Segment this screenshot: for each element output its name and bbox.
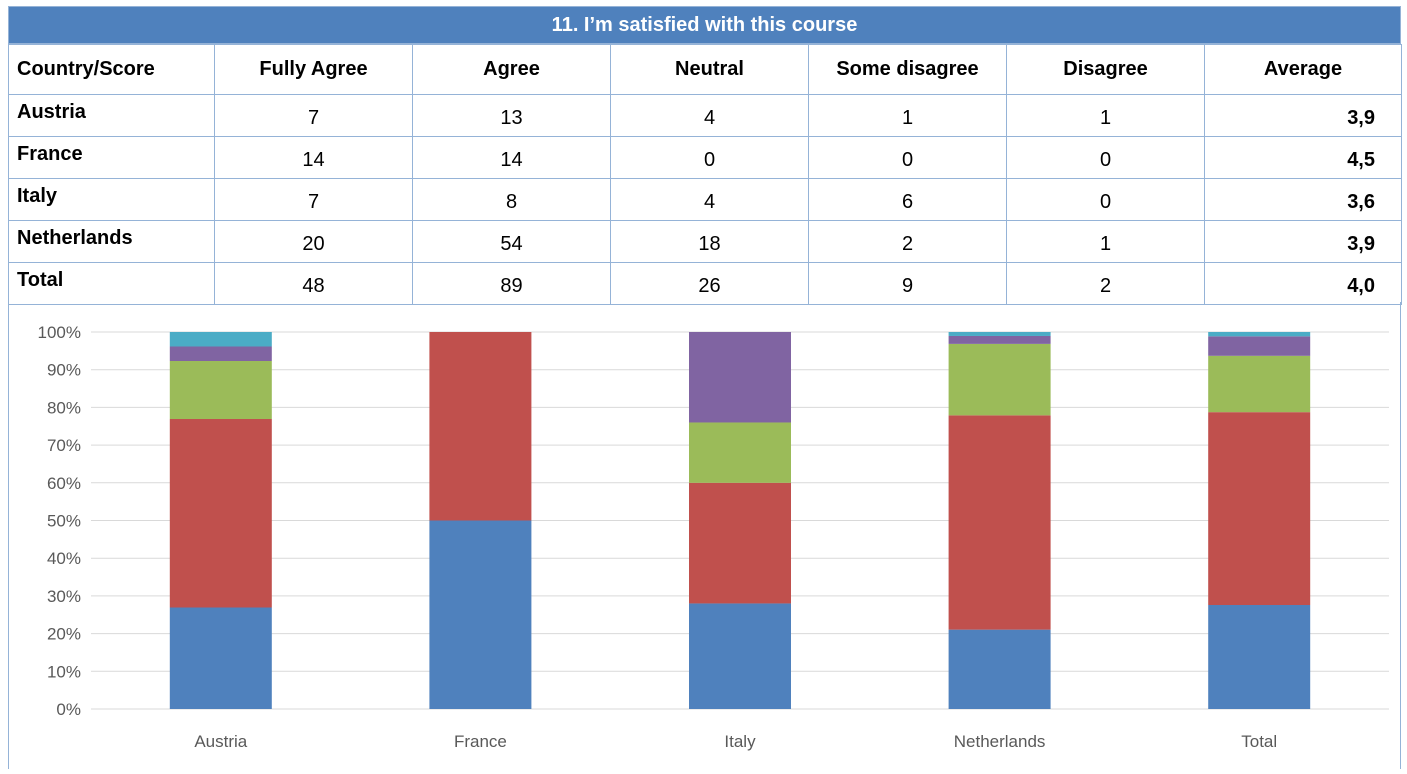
column-header: Disagree — [1006, 44, 1205, 95]
table-cell: 48 — [214, 262, 413, 305]
table-row: Italy 7 8 4 6 0 3,6 — [8, 178, 1402, 221]
bar-segment — [948, 629, 1051, 709]
x-category-label: Austria — [194, 732, 247, 751]
row-country-label: Netherlands — [8, 220, 215, 263]
y-tick-label: 30% — [47, 587, 81, 606]
bar-segment — [1208, 332, 1311, 337]
average-cell: 4,5 — [1204, 136, 1402, 179]
y-tick-label: 60% — [47, 474, 81, 493]
table-cell: 26 — [610, 262, 809, 305]
bar-segment — [1208, 355, 1311, 413]
table-cell: 18 — [610, 220, 809, 263]
table-cell: 1 — [1006, 220, 1205, 263]
average-cell: 4,0 — [1204, 262, 1402, 305]
question-title: 11. I’m satisfied with this course — [8, 6, 1401, 44]
table-cell: 2 — [1006, 262, 1205, 305]
bar-segment — [429, 332, 532, 521]
y-tick-label: 80% — [47, 398, 81, 417]
bar-segment — [429, 520, 532, 709]
table-cell: 9 — [808, 262, 1007, 305]
average-cell: 3,9 — [1204, 220, 1402, 263]
table-cell: 14 — [214, 136, 413, 179]
table-cell: 8 — [412, 178, 611, 221]
x-category-label: Italy — [724, 732, 756, 751]
y-tick-label: 50% — [47, 512, 81, 531]
table-row: Netherlands 20 54 18 2 1 3,9 — [8, 220, 1402, 263]
results-table: Country/Score Fully Agree Agree Neutral … — [8, 44, 1402, 305]
bar-segment — [169, 332, 272, 347]
row-country-label: France — [8, 136, 215, 179]
table-row: France 14 14 0 0 0 4,5 — [8, 136, 1402, 179]
y-tick-label: 70% — [47, 436, 81, 455]
table-cell: 7 — [214, 94, 413, 137]
table-cell: 0 — [1006, 136, 1205, 179]
bar-segment — [169, 361, 272, 419]
bar-segment — [948, 415, 1051, 630]
x-category-label: Total — [1241, 732, 1277, 751]
table-row: Total 48 89 26 9 2 4,0 — [8, 262, 1402, 305]
table-body: Austria 7 13 4 1 1 3,9 France 14 14 0 0 0 4,5 Italy 7 8 4… — [8, 94, 1402, 305]
average-cell: 3,9 — [1204, 94, 1402, 137]
bar-segment — [689, 603, 791, 709]
column-header: Average — [1204, 44, 1402, 95]
bar-segment — [689, 332, 791, 423]
column-header: Agree — [412, 44, 611, 95]
y-tick-label: 90% — [47, 361, 81, 380]
bar-segment — [948, 332, 1051, 336]
table-cell: 0 — [808, 136, 1007, 179]
average-cell: 3,6 — [1204, 178, 1402, 221]
table-row: Austria 7 13 4 1 1 3,9 — [8, 94, 1402, 137]
table-cell: 0 — [1006, 178, 1205, 221]
table-cell: 0 — [610, 136, 809, 179]
y-tick-label: 20% — [47, 625, 81, 644]
table-cell: 13 — [412, 94, 611, 137]
table-cell: 89 — [412, 262, 611, 305]
bar-segment — [169, 419, 272, 608]
column-header: Country/Score — [8, 44, 215, 95]
row-country-label: Austria — [8, 94, 215, 137]
table-cell: 7 — [214, 178, 413, 221]
column-header: Neutral — [610, 44, 809, 95]
table-cell: 20 — [214, 220, 413, 263]
y-tick-label: 40% — [47, 549, 81, 568]
bar-segment — [948, 343, 1051, 416]
bar-segment — [1208, 605, 1311, 709]
table-cell: 54 — [412, 220, 611, 263]
table-cell: 2 — [808, 220, 1007, 263]
x-category-label: Netherlands — [954, 732, 1046, 751]
table-cell: 4 — [610, 178, 809, 221]
column-header: Fully Agree — [214, 44, 413, 95]
stacked-bar-chart: 0% 10% 20% 30% 40% 50% 60% 70% 80% 90% 100% Austria… — [38, 323, 1389, 751]
bar-segment — [169, 607, 272, 709]
table-cell: 6 — [808, 178, 1007, 221]
y-tick-label: 0% — [56, 700, 81, 719]
y-tick-label: 100% — [38, 323, 81, 342]
stacked-bar-chart-panel: 0% 10% 20% 30% 40% 50% 60% 70% 80% 90% 100% Austria… — [8, 302, 1401, 769]
row-country-label: Total — [8, 262, 215, 305]
table-cell: 4 — [610, 94, 809, 137]
bar-segment — [948, 335, 1051, 344]
table-header-row: Country/Score Fully Agree Agree Neutral … — [8, 44, 1402, 95]
x-category-label: France — [454, 732, 507, 751]
bar-segment — [689, 422, 791, 483]
table-cell: 1 — [808, 94, 1007, 137]
bar-segment — [169, 346, 272, 361]
bar-segment — [1208, 412, 1311, 605]
table-cell: 14 — [412, 136, 611, 179]
table-cell: 1 — [1006, 94, 1205, 137]
row-country-label: Italy — [8, 178, 215, 221]
bar-segment — [689, 482, 791, 604]
bar-segment — [1208, 336, 1311, 356]
y-tick-label: 10% — [47, 662, 81, 681]
column-header: Some disagree — [808, 44, 1007, 95]
